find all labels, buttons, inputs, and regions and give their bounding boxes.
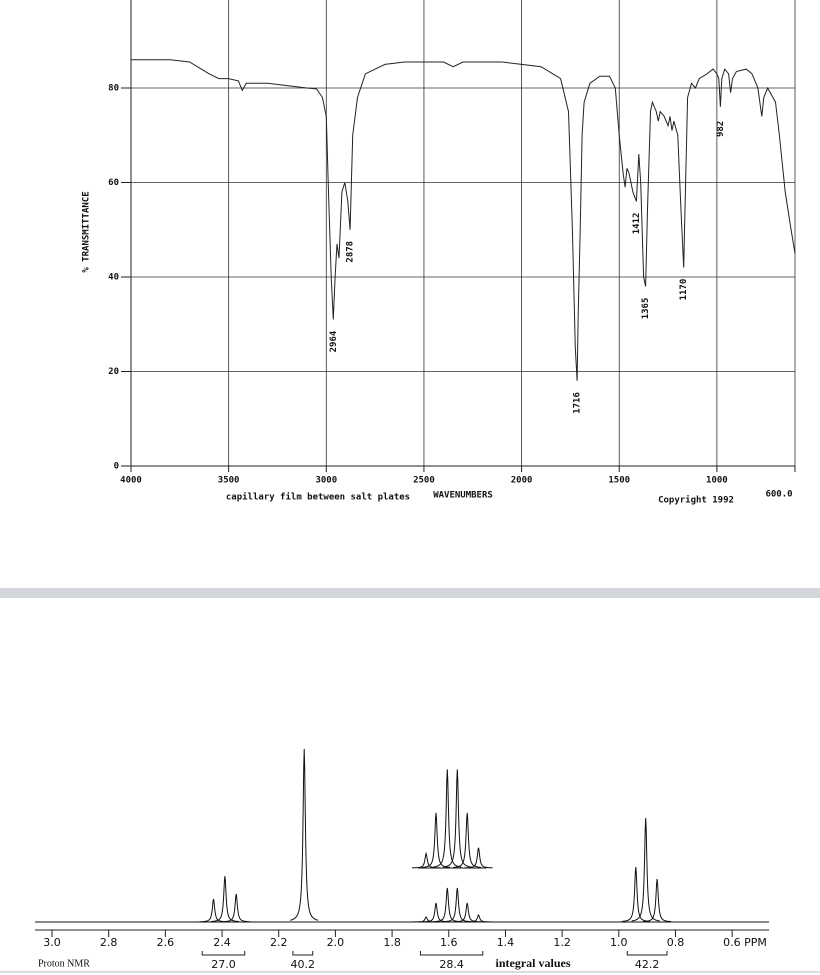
x-tick-label: 3000 (315, 476, 337, 486)
peak-label: 1365 (641, 298, 651, 320)
peak-label: 1716 (573, 392, 583, 414)
integral-value: 27.0 (211, 958, 236, 971)
x-tick-label: 2.2 (270, 936, 288, 949)
nmr-peak (443, 887, 472, 923)
copyright: Copyright 1992 (658, 495, 734, 506)
x-tick-label: 1500 (608, 476, 630, 486)
x-tick-label: 2.6 (157, 936, 175, 949)
integral-label: integral values (496, 956, 571, 970)
peak-label: 1170 (679, 279, 689, 301)
y-tick-label: 0 (114, 462, 119, 472)
nmr-peak (453, 902, 482, 923)
inset-peak (412, 851, 441, 869)
integral-value: 40.2 (291, 958, 316, 971)
spectrum-line (131, 59, 796, 381)
x-tick-label: 4000 (120, 476, 142, 486)
x-tick-label: 2.4 (213, 936, 231, 949)
inset-peak (443, 769, 472, 868)
x-tick-label: 3500 (218, 476, 240, 486)
nmr-peak (621, 866, 650, 922)
nmr-title: Proton NMR (38, 958, 90, 969)
peak-label: 2964 (329, 330, 339, 352)
integral-bracket (201, 951, 246, 956)
nmr-peak (290, 748, 319, 921)
inset-peak (464, 847, 493, 869)
nmr-peak (222, 893, 251, 923)
x-tick-label: 1.4 (497, 936, 515, 949)
integral-bracket (419, 951, 484, 956)
separator (0, 588, 820, 598)
x-tick-label: 0.6 PPM (723, 936, 767, 949)
peak-label: 1412 (632, 213, 642, 235)
x-tick-label: 1.8 (383, 936, 401, 949)
integral-value: 42.2 (635, 958, 660, 971)
x-tick-label: 2.0 (327, 936, 345, 949)
nmr-peak (464, 914, 493, 923)
nmr-peak (631, 817, 660, 922)
y-axis-label: % TRANSMITTANCE (82, 191, 92, 272)
inset-peak (453, 812, 482, 868)
x-tick-label: 2000 (511, 476, 533, 486)
note: capillary film between salt plates (226, 492, 410, 503)
integral-bracket (626, 951, 668, 956)
nmr-peak (643, 878, 672, 923)
nmr-peak (210, 875, 239, 922)
x-tick-label: 1.0 (610, 936, 628, 949)
peak-label: 982 (716, 121, 726, 137)
integral-value: 28.4 (439, 958, 464, 971)
y-tick-label: 20 (108, 367, 119, 377)
peak-label: 2878 (346, 241, 356, 263)
x-tick-label: 1.2 (553, 936, 571, 949)
y-tick-label: 60 (108, 178, 119, 188)
inset-peak (433, 769, 462, 868)
x-tick-label: 1.6 (440, 936, 458, 949)
x-tick-label: 0.8 (667, 936, 685, 949)
x-axis-label: WAVENUMBERS (433, 491, 493, 501)
x-tick-label: 1000 (706, 476, 728, 486)
x-tick-label: 3.0 (43, 936, 61, 949)
x-tick-label: 2.8 (100, 936, 118, 949)
y-tick-label: 40 (108, 273, 119, 283)
x-tick-label: 2500 (413, 476, 435, 486)
y-tick-label: 80 (108, 84, 119, 94)
x-tick-label: 600.0 (765, 490, 792, 500)
integral-bracket (292, 951, 314, 956)
